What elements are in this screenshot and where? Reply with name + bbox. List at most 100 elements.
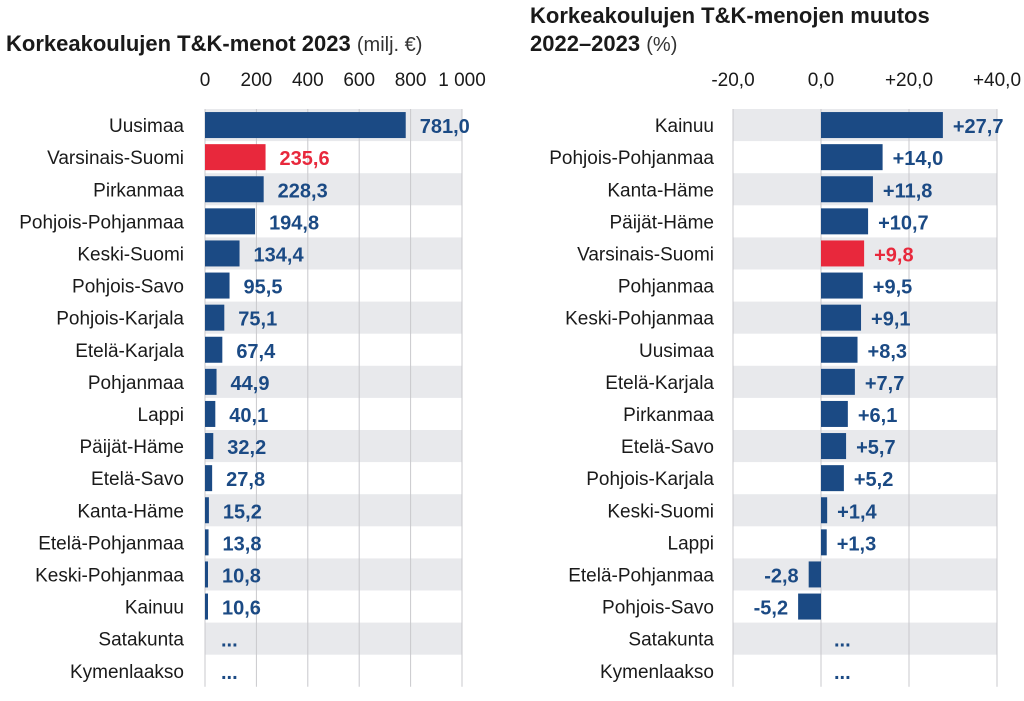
left-bar [205, 144, 266, 171]
right-category-label: Kainuu [655, 116, 714, 137]
right-tick-label: -20,0 [711, 70, 754, 91]
left-value-label: 228,3 [278, 180, 328, 202]
left-row-band [205, 237, 462, 270]
left-tick-label: 600 [343, 70, 375, 91]
left-category-label: Kymenlaakso [70, 662, 184, 683]
right-value-label: +9,8 [874, 244, 913, 266]
right-value-label: +11,8 [883, 180, 933, 202]
left-tick-label: 1 000 [438, 70, 486, 91]
right-row-band [733, 494, 997, 527]
left-value-label: 27,8 [226, 469, 265, 491]
right-row-band [733, 558, 997, 591]
right-bar [821, 112, 943, 139]
right-category-label: Etelä-Pohjanmaa [568, 565, 714, 586]
left-tick-label: 800 [395, 70, 427, 91]
left-bar [205, 208, 256, 235]
left-value-label: 194,8 [269, 212, 319, 234]
right-category-label: Pirkanmaa [623, 405, 714, 426]
right-value-label: ... [834, 630, 851, 652]
right-row-band [733, 365, 997, 398]
left-category-label: Uusimaa [109, 116, 184, 137]
left-value-label: 40,1 [229, 405, 268, 427]
right-value-label: +9,1 [871, 309, 910, 331]
right-bar [821, 400, 848, 427]
right-value-label: +5,7 [856, 437, 895, 459]
left-tick-label: 200 [241, 70, 273, 91]
left-category-label: Satakunta [98, 630, 184, 651]
right-bar [821, 529, 827, 556]
left-category-label: Pohjois-Savo [72, 277, 184, 298]
left-value-label: 15,2 [223, 501, 262, 523]
left-value-label: 95,5 [244, 277, 283, 299]
right-category-label: Pohjois-Savo [602, 598, 714, 619]
left-bar [205, 465, 213, 492]
left-value-label: 781,0 [420, 116, 470, 138]
right-bar [798, 593, 821, 620]
left-bar [205, 593, 208, 620]
left-value-label: 13,8 [223, 533, 262, 555]
right-bar [821, 304, 862, 331]
right-category-label: Uusimaa [639, 341, 714, 362]
right-category-label: Keski-Suomi [607, 501, 714, 522]
left-row-band [205, 622, 462, 655]
right-value-label: +9,5 [873, 277, 912, 299]
right-tick-label: +20,0 [885, 70, 933, 91]
left-value-label: 44,9 [231, 373, 270, 395]
left-row-band [205, 430, 462, 463]
right-bar [821, 336, 858, 363]
right-category-label: Kymenlaakso [600, 662, 714, 683]
left-category-label: Etelä-Pohjanmaa [38, 533, 184, 554]
right-row-band [733, 430, 997, 463]
right-bar [821, 433, 847, 460]
right-category-label: Etelä-Karjala [605, 373, 714, 394]
left-bar [205, 433, 214, 460]
left-chart-title-text: Korkeakoulujen T&K-menot 2023 [6, 31, 351, 56]
left-tick-label: 0 [200, 70, 211, 91]
left-bar [205, 304, 225, 331]
right-category-label: Lappi [668, 533, 715, 554]
right-bar [821, 497, 828, 524]
left-bar [205, 176, 264, 203]
right-bar [821, 272, 863, 299]
left-value-label: 32,2 [227, 437, 266, 459]
right-chart-title-line1: Korkeakoulujen T&K-menojen muutos [530, 3, 930, 28]
right-value-label: +14,0 [893, 148, 944, 170]
left-category-label: Päijät-Häme [79, 437, 184, 458]
right-value-label: -2,8 [764, 565, 798, 587]
right-row-band [733, 301, 997, 334]
left-bar [205, 112, 406, 139]
left-bar [205, 497, 209, 524]
left-value-label: 134,4 [254, 244, 305, 266]
right-bar [821, 240, 865, 267]
left-category-label: Keski-Suomi [77, 244, 184, 265]
right-value-label: +7,7 [865, 373, 904, 395]
left-bar [205, 561, 208, 588]
right-value-label: +27,7 [953, 116, 1004, 138]
right-value-label: +1,4 [837, 501, 877, 523]
left-category-label: Pohjanmaa [88, 373, 185, 394]
right-chart-title: Korkeakoulujen T&K-menojen muutos 2022–2… [530, 2, 930, 59]
right-row-band [733, 237, 997, 270]
left-value-label: 10,6 [222, 598, 261, 620]
left-bar [205, 400, 216, 427]
right-bar [821, 465, 844, 492]
left-category-label: Kanta-Häme [77, 501, 184, 522]
right-bar [821, 368, 855, 395]
left-row-band [205, 494, 462, 527]
right-category-label: Kanta-Häme [607, 180, 714, 201]
right-category-label: Etelä-Savo [621, 437, 714, 458]
left-category-label: Lappi [138, 405, 185, 426]
right-bar [821, 176, 873, 203]
left-bar [205, 336, 223, 363]
right-chart-unit: (%) [646, 34, 678, 56]
right-value-label: +8,3 [868, 341, 907, 363]
left-category-label: Varsinais-Suomi [47, 148, 184, 169]
left-tick-label: 400 [292, 70, 324, 91]
right-category-label: Varsinais-Suomi [577, 244, 714, 265]
left-value-label: 75,1 [238, 309, 277, 331]
left-category-label: Keski-Pohjanmaa [35, 565, 184, 586]
right-category-label: Pohjanmaa [618, 277, 715, 298]
right-bar [821, 208, 869, 235]
